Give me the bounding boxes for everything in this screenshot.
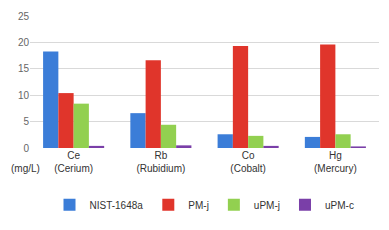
svg-text:15: 15 bbox=[18, 63, 30, 74]
svg-text:uPM-c: uPM-c bbox=[325, 200, 354, 211]
svg-text:Co(Cobalt): Co(Cobalt) bbox=[230, 150, 266, 174]
svg-text:PM-j: PM-j bbox=[188, 200, 209, 211]
svg-text:25: 25 bbox=[18, 11, 30, 22]
svg-text:Rb(Rubidium): Rb(Rubidium) bbox=[136, 150, 185, 174]
svg-text:Ce(Cerium): Ce(Cerium) bbox=[54, 150, 93, 174]
svg-text:10: 10 bbox=[18, 90, 30, 101]
svg-text:NIST-1648a: NIST-1648a bbox=[90, 200, 144, 211]
svg-text:(mg/L): (mg/L) bbox=[11, 163, 40, 174]
svg-text:20: 20 bbox=[18, 37, 30, 48]
svg-text:Hg(Mercury): Hg(Mercury) bbox=[314, 150, 357, 174]
svg-text:uPM-j: uPM-j bbox=[254, 200, 280, 211]
svg-text:5: 5 bbox=[23, 116, 29, 127]
svg-text:0: 0 bbox=[23, 143, 29, 154]
